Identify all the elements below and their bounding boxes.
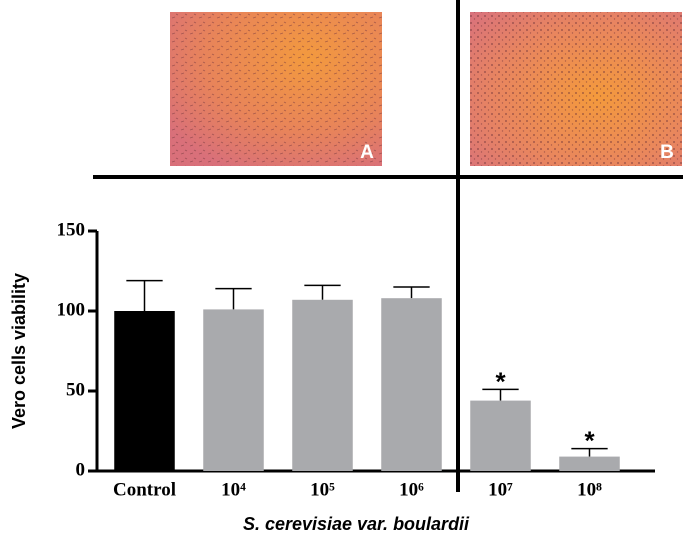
x-tick-label: Control xyxy=(113,479,176,500)
y-tick-label: 100 xyxy=(57,299,86,320)
micrograph-a: A xyxy=(170,12,382,166)
significance-marker: * xyxy=(495,366,506,396)
x-tick-label: 10⁶ xyxy=(399,479,424,500)
x-tick-label: 10⁸ xyxy=(577,479,602,500)
y-tick-label: 0 xyxy=(76,459,86,480)
y-axis-label: Vero cells viability xyxy=(9,273,29,429)
panel-label: B xyxy=(660,142,674,163)
x-tick-label: 10⁵ xyxy=(310,479,335,500)
micrograph-b: B xyxy=(470,12,682,166)
x-axis-label: S. cerevisiae var. boulardii xyxy=(243,514,470,534)
x-tick-label: 10⁷ xyxy=(488,479,513,500)
y-tick-label: 50 xyxy=(66,379,85,400)
y-tick-label: 150 xyxy=(57,219,86,240)
bar xyxy=(559,456,620,471)
bar xyxy=(203,309,264,471)
bar xyxy=(292,299,353,471)
bar xyxy=(470,400,531,471)
significance-marker: * xyxy=(584,425,595,455)
panel-label: A xyxy=(360,142,374,163)
x-tick-label: 10⁴ xyxy=(221,479,246,500)
bar xyxy=(114,311,175,471)
bar xyxy=(381,298,442,471)
